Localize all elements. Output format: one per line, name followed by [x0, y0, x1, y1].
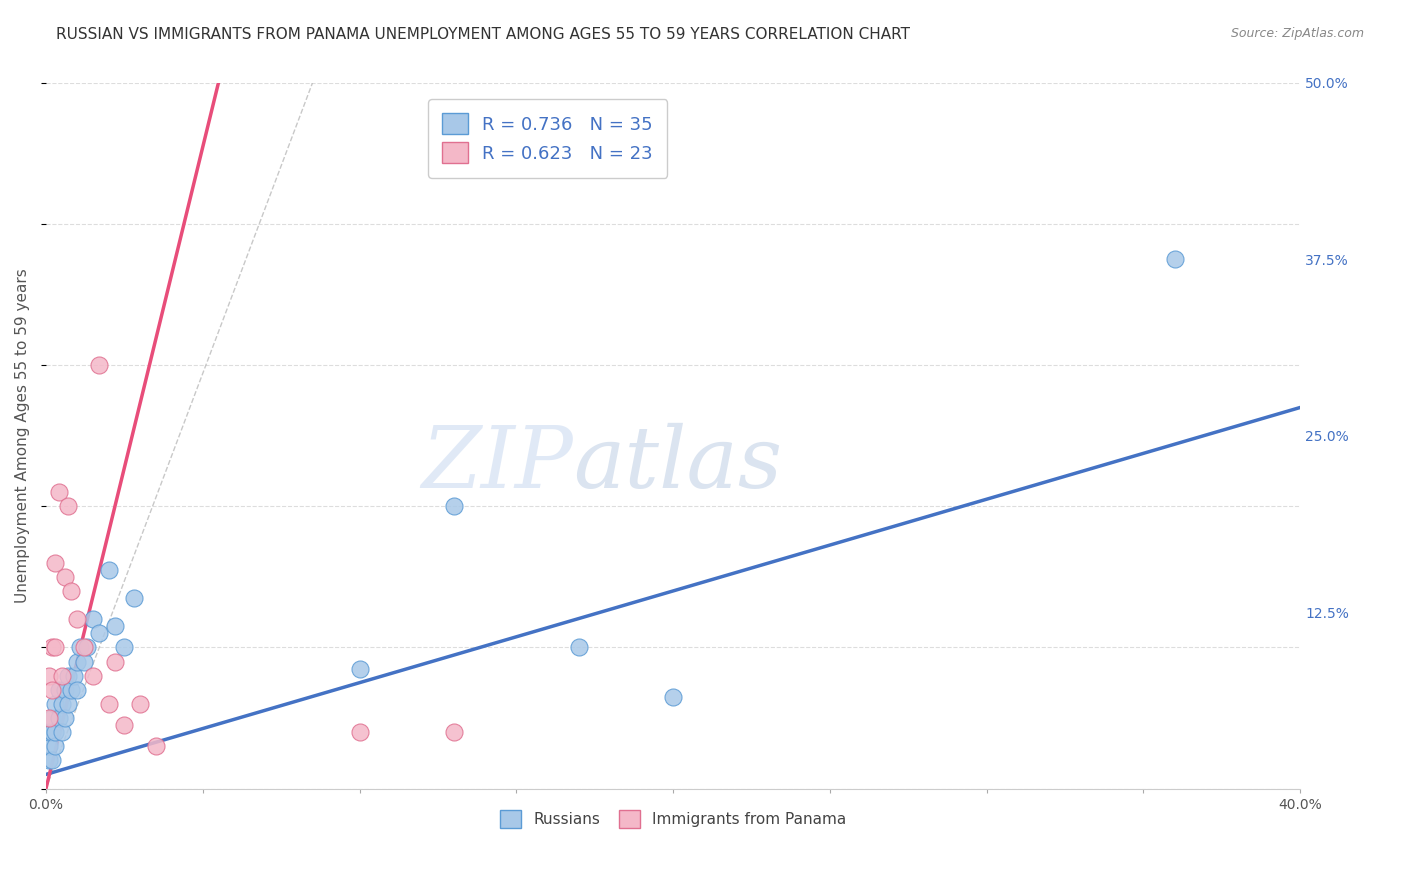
Point — [38, 668, 60, 682]
Text: Source: ZipAtlas.com: Source: ZipAtlas.com — [1230, 27, 1364, 40]
Point — [97, 697, 120, 711]
Point — [41, 682, 63, 697]
Point — [51, 697, 73, 711]
Point — [41, 753, 63, 767]
Point — [82, 668, 104, 682]
Point — [69, 640, 91, 655]
Point — [48, 485, 70, 500]
Legend: Russians, Immigrants from Panama: Russians, Immigrants from Panama — [494, 804, 852, 834]
Point — [662, 690, 685, 704]
Point — [38, 725, 60, 739]
Point — [44, 725, 66, 739]
Point — [66, 612, 89, 626]
Point — [66, 682, 89, 697]
Point — [349, 725, 371, 739]
Point — [38, 739, 60, 754]
Point — [56, 668, 79, 682]
Point — [89, 358, 111, 372]
Point — [53, 711, 76, 725]
Point — [51, 725, 73, 739]
Point — [505, 146, 527, 161]
Text: RUSSIAN VS IMMIGRANTS FROM PANAMA UNEMPLOYMENT AMONG AGES 55 TO 59 YEARS CORRELA: RUSSIAN VS IMMIGRANTS FROM PANAMA UNEMPL… — [56, 27, 910, 42]
Point — [48, 711, 70, 725]
Point — [53, 570, 76, 584]
Point — [44, 739, 66, 754]
Point — [568, 640, 591, 655]
Point — [48, 682, 70, 697]
Point — [38, 753, 60, 767]
Point — [60, 584, 83, 599]
Point — [76, 640, 98, 655]
Point — [72, 640, 94, 655]
Point — [56, 697, 79, 711]
Point — [112, 640, 135, 655]
Point — [41, 640, 63, 655]
Y-axis label: Unemployment Among Ages 55 to 59 years: Unemployment Among Ages 55 to 59 years — [15, 268, 30, 603]
Point — [1163, 252, 1185, 267]
Point — [63, 668, 86, 682]
Point — [51, 668, 73, 682]
Point — [44, 640, 66, 655]
Point — [89, 626, 111, 640]
Point — [44, 697, 66, 711]
Point — [44, 556, 66, 570]
Point — [72, 655, 94, 669]
Point — [56, 500, 79, 514]
Point — [82, 612, 104, 626]
Point — [60, 682, 83, 697]
Point — [145, 739, 167, 754]
Point — [104, 655, 127, 669]
Point — [129, 697, 152, 711]
Point — [38, 711, 60, 725]
Point — [443, 500, 465, 514]
Point — [112, 718, 135, 732]
Point — [41, 711, 63, 725]
Text: atlas: atlas — [572, 423, 782, 505]
Point — [122, 591, 145, 605]
Point — [443, 725, 465, 739]
Point — [41, 725, 63, 739]
Point — [104, 619, 127, 633]
Point — [66, 655, 89, 669]
Point — [53, 682, 76, 697]
Point — [97, 563, 120, 577]
Point — [349, 662, 371, 676]
Text: ZIP: ZIP — [420, 423, 572, 505]
